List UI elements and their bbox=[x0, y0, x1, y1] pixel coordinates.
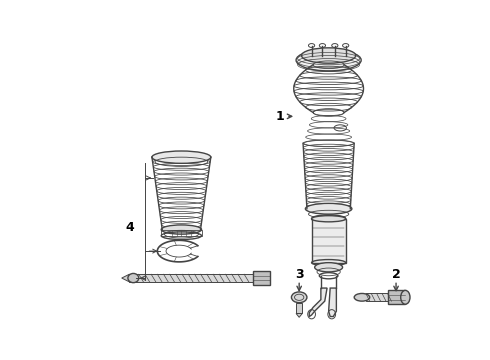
Ellipse shape bbox=[305, 203, 352, 214]
Ellipse shape bbox=[312, 216, 345, 222]
Ellipse shape bbox=[301, 48, 356, 63]
Text: 1: 1 bbox=[275, 110, 284, 123]
Bar bbox=[312, 219, 345, 263]
Ellipse shape bbox=[292, 292, 307, 303]
Polygon shape bbox=[122, 274, 129, 282]
Ellipse shape bbox=[354, 293, 369, 301]
Ellipse shape bbox=[315, 263, 343, 272]
Bar bbox=[129, 274, 253, 282]
Text: 2: 2 bbox=[392, 268, 400, 281]
Bar bbox=[388, 291, 405, 304]
Ellipse shape bbox=[128, 274, 139, 283]
Bar bbox=[253, 271, 270, 285]
Bar bbox=[161, 230, 201, 236]
Ellipse shape bbox=[161, 225, 201, 234]
Ellipse shape bbox=[152, 151, 211, 163]
Polygon shape bbox=[309, 288, 327, 316]
Bar bbox=[296, 303, 302, 314]
Ellipse shape bbox=[296, 49, 361, 71]
Polygon shape bbox=[296, 314, 302, 317]
Polygon shape bbox=[329, 288, 336, 316]
Ellipse shape bbox=[401, 291, 410, 304]
Text: 3: 3 bbox=[295, 268, 303, 281]
Bar bbox=[366, 293, 394, 301]
Text: 4: 4 bbox=[125, 221, 134, 234]
